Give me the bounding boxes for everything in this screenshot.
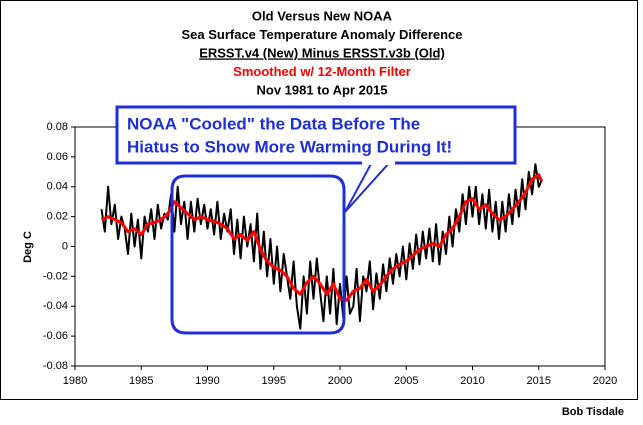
series-line [100,173,543,302]
x-tick-label: 1990 [195,375,219,387]
annotation-box [115,105,517,165]
y-tick-label: -0.06 [43,330,68,342]
y-tick-label: -0.08 [43,360,68,372]
y-tick-label: 0.02 [47,211,68,223]
x-tick-label: 2005 [394,375,418,387]
y-tick-label: 0.06 [47,151,68,163]
y-tick-label: 0.08 [47,121,68,133]
x-tick-label: 2000 [328,375,352,387]
chart-title: Nov 1981 to Apr 2015 [256,82,387,97]
annotation-line: NOAA "Cooled" the Data Before The [127,114,420,133]
y-tick-label: 0 [62,240,68,252]
chart-title: ERSST.v4 (New) Minus ERSST.v3b (Old) [199,45,445,60]
x-tick-label: 1985 [129,375,153,387]
chart-title: Old Versus New NOAA [252,8,393,23]
y-tick-label: 0.04 [47,181,68,193]
series-line [100,163,544,330]
x-tick-label: 2015 [527,375,551,387]
y-axis-label: Deg C [22,231,34,263]
y-tick-label: -0.04 [43,300,68,312]
x-tick-label: 2020 [593,375,617,387]
x-tick-label: 2010 [460,375,484,387]
x-tick-label: 1980 [63,375,87,387]
annotation-line: Hiatus to Show More Warming During It! [127,137,452,156]
credit: Bob Tisdale [562,406,624,418]
chart-title: Sea Surface Temperature Anomaly Differen… [181,27,462,42]
x-tick-label: 1995 [262,375,286,387]
highlight-box [170,174,346,335]
chart-title: Smoothed w/ 12-Month Filter [233,64,411,79]
y-tick-label: -0.02 [43,270,68,282]
